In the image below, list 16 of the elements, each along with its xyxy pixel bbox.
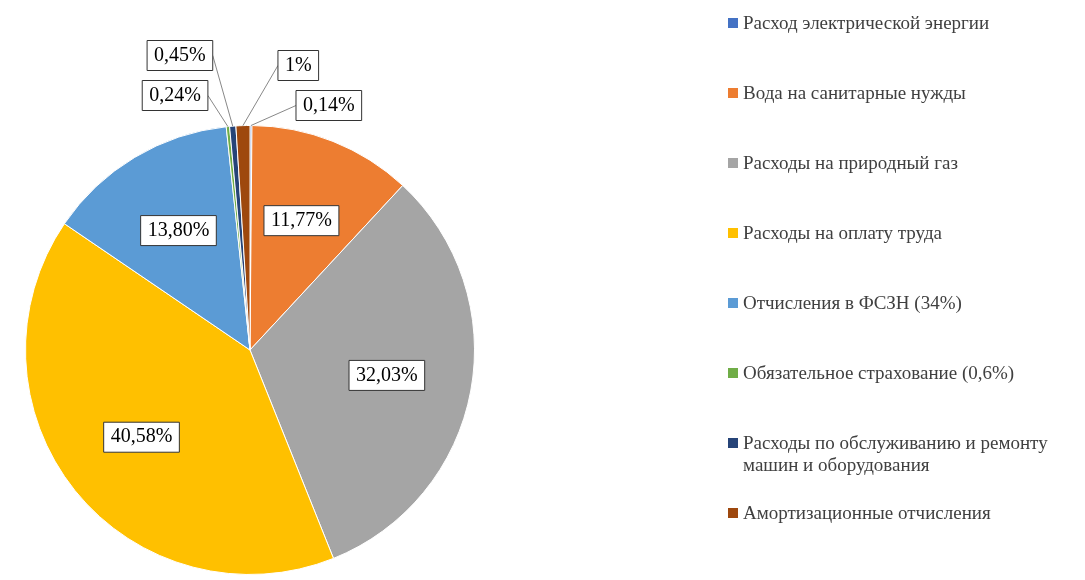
data-label: 1% [284, 52, 312, 75]
legend-label: Расход электрической энергии [743, 12, 990, 34]
data-label: 13,80% [147, 217, 210, 240]
legend-label: Амортизационные отчисления [743, 502, 991, 524]
data-label: 32,03% [356, 362, 418, 385]
data-label: 40,58% [110, 424, 173, 447]
data-label: 11,77% [270, 207, 332, 230]
legend-label: Отчисления в ФСЗН (34%) [743, 292, 962, 314]
data-label: 0,14% [302, 92, 355, 115]
legend-label: Расходы по обслуживанию и ремонту машин и оборудования [743, 432, 1049, 476]
data-label: 0,24% [149, 82, 201, 105]
legend-label: Расходы на природный газ [743, 152, 958, 174]
legend-label: Расходы на оплату труда [743, 222, 943, 244]
data-label: 0,45% [154, 42, 206, 65]
legend-label: Обязательное страхование (0,6%) [743, 362, 1015, 384]
legend-label: Вода на санитарные нужды [743, 82, 966, 104]
